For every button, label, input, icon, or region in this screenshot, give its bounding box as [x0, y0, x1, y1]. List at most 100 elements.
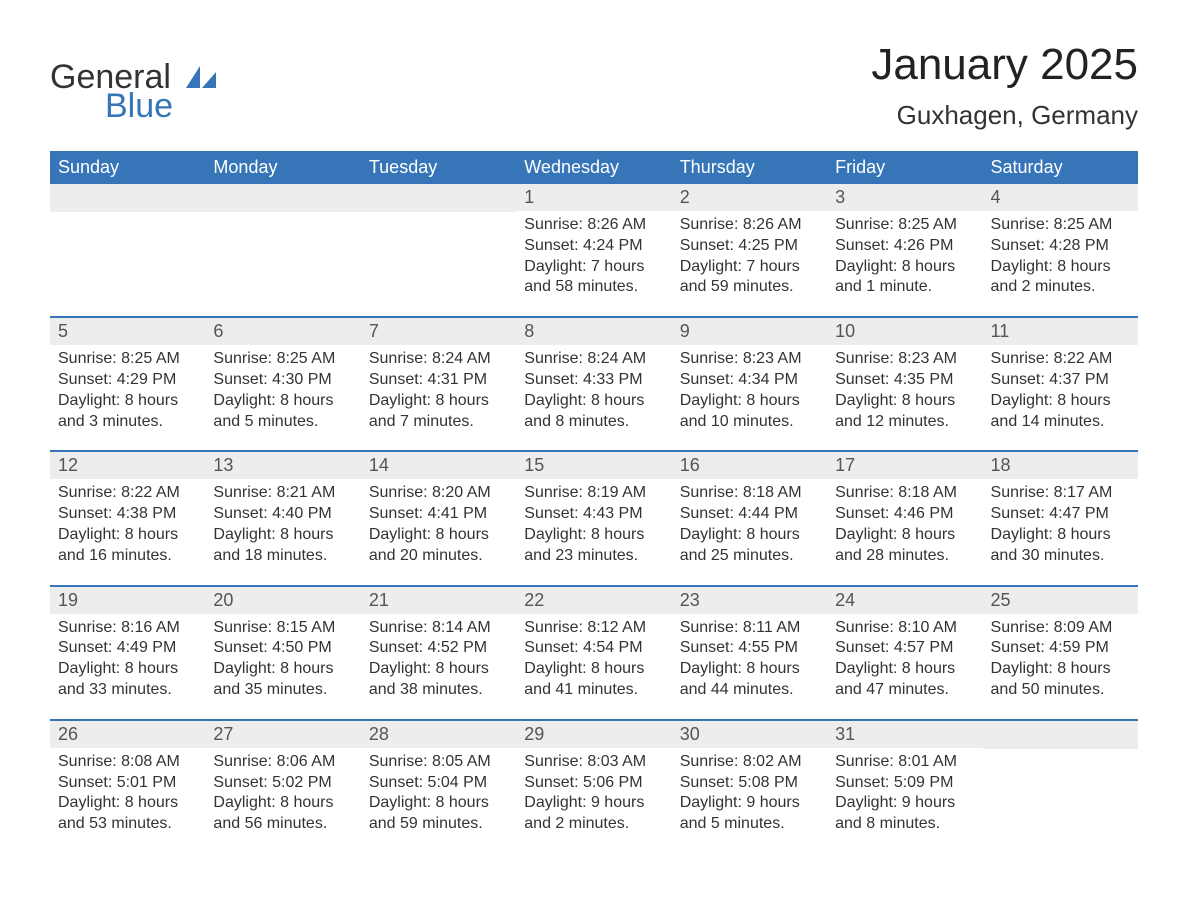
day-content: Sunrise: 8:25 AMSunset: 4:28 PMDaylight:…	[983, 211, 1138, 302]
day-number: 6	[205, 318, 360, 345]
daylight-text-line2: and 12 minutes.	[835, 412, 974, 433]
sunset-text: Sunset: 4:47 PM	[991, 504, 1130, 525]
day-content: Sunrise: 8:17 AMSunset: 4:47 PMDaylight:…	[983, 479, 1138, 570]
sunset-text: Sunset: 4:35 PM	[835, 370, 974, 391]
sunrise-text: Sunrise: 8:21 AM	[213, 483, 352, 504]
day-number: 10	[827, 318, 982, 345]
day-cell: 17Sunrise: 8:18 AMSunset: 4:46 PMDayligh…	[827, 452, 982, 570]
day-content: Sunrise: 8:08 AMSunset: 5:01 PMDaylight:…	[50, 748, 205, 839]
daylight-text-line1: Daylight: 8 hours	[835, 391, 974, 412]
day-number: 3	[827, 184, 982, 211]
day-content: Sunrise: 8:03 AMSunset: 5:06 PMDaylight:…	[516, 748, 671, 839]
daylight-text-line2: and 38 minutes.	[369, 680, 508, 701]
day-cell: 23Sunrise: 8:11 AMSunset: 4:55 PMDayligh…	[672, 587, 827, 705]
sunrise-text: Sunrise: 8:15 AM	[213, 618, 352, 639]
daylight-text-line1: Daylight: 8 hours	[213, 793, 352, 814]
sunrise-text: Sunrise: 8:12 AM	[524, 618, 663, 639]
sunrise-text: Sunrise: 8:14 AM	[369, 618, 508, 639]
sunset-text: Sunset: 4:55 PM	[680, 638, 819, 659]
page: General Blue January 2025 Guxhagen, Germ…	[0, 0, 1188, 889]
day-content: Sunrise: 8:18 AMSunset: 4:46 PMDaylight:…	[827, 479, 982, 570]
sunrise-text: Sunrise: 8:02 AM	[680, 752, 819, 773]
sunset-text: Sunset: 4:29 PM	[58, 370, 197, 391]
day-content: Sunrise: 8:24 AMSunset: 4:33 PMDaylight:…	[516, 345, 671, 436]
day-cell: 26Sunrise: 8:08 AMSunset: 5:01 PMDayligh…	[50, 721, 205, 839]
weekday-header: Wednesday	[516, 151, 671, 184]
daylight-text-line2: and 23 minutes.	[524, 546, 663, 567]
day-cell	[361, 184, 516, 302]
sunrise-text: Sunrise: 8:16 AM	[58, 618, 197, 639]
day-cell: 15Sunrise: 8:19 AMSunset: 4:43 PMDayligh…	[516, 452, 671, 570]
sunset-text: Sunset: 4:31 PM	[369, 370, 508, 391]
day-content: Sunrise: 8:12 AMSunset: 4:54 PMDaylight:…	[516, 614, 671, 705]
daylight-text-line1: Daylight: 8 hours	[680, 659, 819, 680]
day-number: 23	[672, 587, 827, 614]
daylight-text-line1: Daylight: 8 hours	[835, 659, 974, 680]
daylight-text-line1: Daylight: 7 hours	[524, 257, 663, 278]
day-number: 16	[672, 452, 827, 479]
day-cell: 7Sunrise: 8:24 AMSunset: 4:31 PMDaylight…	[361, 318, 516, 436]
daylight-text-line2: and 14 minutes.	[991, 412, 1130, 433]
day-number: 28	[361, 721, 516, 748]
daylight-text-line2: and 44 minutes.	[680, 680, 819, 701]
sunset-text: Sunset: 5:08 PM	[680, 773, 819, 794]
page-subtitle: Guxhagen, Germany	[871, 100, 1138, 131]
daylight-text-line1: Daylight: 8 hours	[835, 525, 974, 546]
day-cell: 12Sunrise: 8:22 AMSunset: 4:38 PMDayligh…	[50, 452, 205, 570]
weekday-header: Friday	[827, 151, 982, 184]
sunrise-text: Sunrise: 8:25 AM	[58, 349, 197, 370]
day-content: Sunrise: 8:01 AMSunset: 5:09 PMDaylight:…	[827, 748, 982, 839]
day-cell: 22Sunrise: 8:12 AMSunset: 4:54 PMDayligh…	[516, 587, 671, 705]
day-number: 1	[516, 184, 671, 211]
daylight-text-line1: Daylight: 9 hours	[680, 793, 819, 814]
sunset-text: Sunset: 4:57 PM	[835, 638, 974, 659]
day-content: Sunrise: 8:11 AMSunset: 4:55 PMDaylight:…	[672, 614, 827, 705]
day-cell: 19Sunrise: 8:16 AMSunset: 4:49 PMDayligh…	[50, 587, 205, 705]
sunset-text: Sunset: 4:33 PM	[524, 370, 663, 391]
sunrise-text: Sunrise: 8:24 AM	[369, 349, 508, 370]
sunset-text: Sunset: 4:52 PM	[369, 638, 508, 659]
sunrise-text: Sunrise: 8:18 AM	[835, 483, 974, 504]
daylight-text-line1: Daylight: 8 hours	[58, 391, 197, 412]
daylight-text-line1: Daylight: 8 hours	[680, 525, 819, 546]
calendar-week: 5Sunrise: 8:25 AMSunset: 4:29 PMDaylight…	[50, 316, 1138, 436]
daylight-text-line2: and 28 minutes.	[835, 546, 974, 567]
sunrise-text: Sunrise: 8:23 AM	[680, 349, 819, 370]
sunrise-text: Sunrise: 8:19 AM	[524, 483, 663, 504]
weekday-header-row: Sunday Monday Tuesday Wednesday Thursday…	[50, 151, 1138, 184]
daylight-text-line1: Daylight: 8 hours	[524, 391, 663, 412]
daylight-text-line2: and 8 minutes.	[524, 412, 663, 433]
daylight-text-line2: and 47 minutes.	[835, 680, 974, 701]
day-cell: 29Sunrise: 8:03 AMSunset: 5:06 PMDayligh…	[516, 721, 671, 839]
day-content: Sunrise: 8:26 AMSunset: 4:25 PMDaylight:…	[672, 211, 827, 302]
daylight-text-line2: and 20 minutes.	[369, 546, 508, 567]
daylight-text-line2: and 7 minutes.	[369, 412, 508, 433]
sunset-text: Sunset: 4:54 PM	[524, 638, 663, 659]
daylight-text-line2: and 30 minutes.	[991, 546, 1130, 567]
daylight-text-line1: Daylight: 8 hours	[369, 525, 508, 546]
daylight-text-line1: Daylight: 8 hours	[213, 525, 352, 546]
day-content: Sunrise: 8:02 AMSunset: 5:08 PMDaylight:…	[672, 748, 827, 839]
calendar-week: 1Sunrise: 8:26 AMSunset: 4:24 PMDaylight…	[50, 184, 1138, 302]
daylight-text-line1: Daylight: 8 hours	[369, 391, 508, 412]
daylight-text-line2: and 59 minutes.	[369, 814, 508, 835]
sunset-text: Sunset: 4:28 PM	[991, 236, 1130, 257]
day-content: Sunrise: 8:06 AMSunset: 5:02 PMDaylight:…	[205, 748, 360, 839]
day-cell: 16Sunrise: 8:18 AMSunset: 4:44 PMDayligh…	[672, 452, 827, 570]
day-cell: 4Sunrise: 8:25 AMSunset: 4:28 PMDaylight…	[983, 184, 1138, 302]
sunset-text: Sunset: 4:38 PM	[58, 504, 197, 525]
daylight-text-line2: and 50 minutes.	[991, 680, 1130, 701]
sunset-text: Sunset: 4:26 PM	[835, 236, 974, 257]
sunrise-text: Sunrise: 8:05 AM	[369, 752, 508, 773]
daylight-text-line2: and 53 minutes.	[58, 814, 197, 835]
day-cell: 6Sunrise: 8:25 AMSunset: 4:30 PMDaylight…	[205, 318, 360, 436]
sunset-text: Sunset: 4:50 PM	[213, 638, 352, 659]
sunrise-text: Sunrise: 8:18 AM	[680, 483, 819, 504]
day-content: Sunrise: 8:05 AMSunset: 5:04 PMDaylight:…	[361, 748, 516, 839]
daylight-text-line1: Daylight: 8 hours	[58, 525, 197, 546]
day-number: 30	[672, 721, 827, 748]
daylight-text-line2: and 2 minutes.	[524, 814, 663, 835]
sunset-text: Sunset: 4:46 PM	[835, 504, 974, 525]
daylight-text-line2: and 2 minutes.	[991, 277, 1130, 298]
day-number: 4	[983, 184, 1138, 211]
